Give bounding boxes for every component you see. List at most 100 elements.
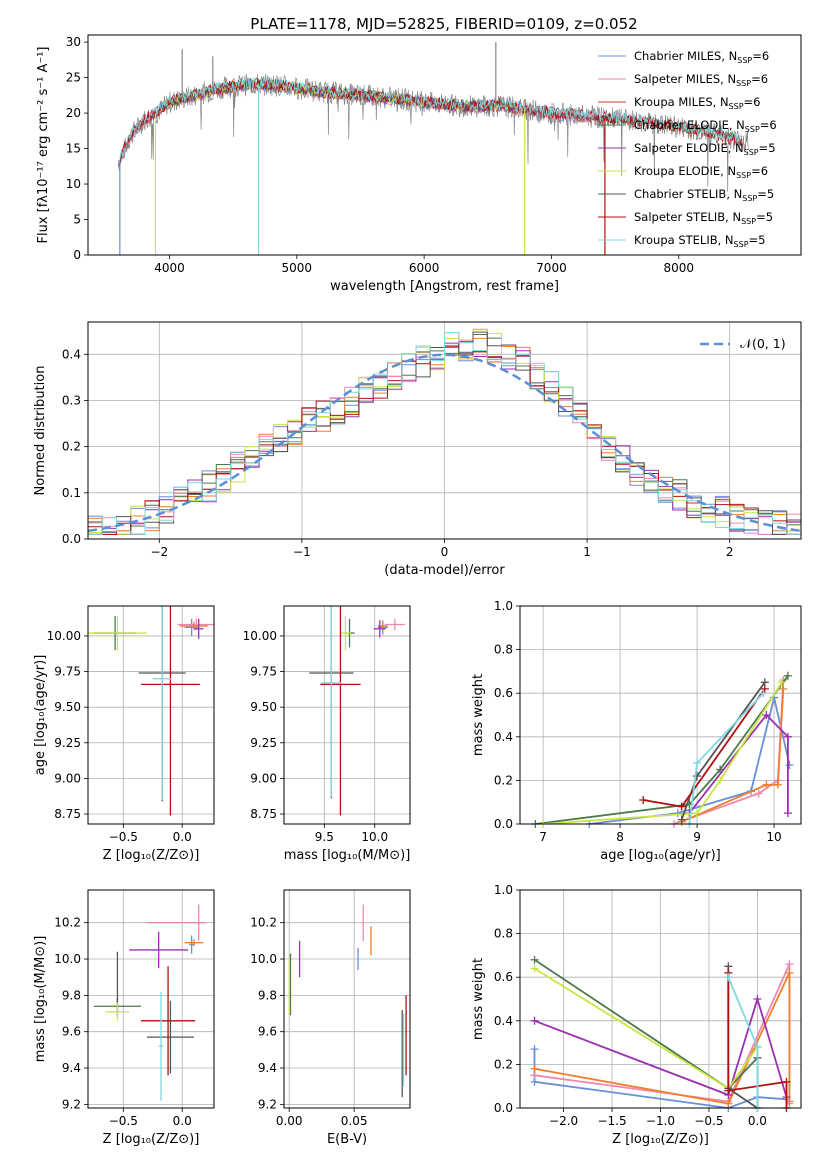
mass-vs-ebv-xtick-label: 0.00 (276, 1114, 303, 1128)
weight-vs-age-point-marker (783, 732, 792, 741)
weight-vs-age-point-marker (785, 761, 794, 770)
weight-vs-z-xtick-label: 0.0 (748, 1114, 767, 1128)
mass-vs-ebv-ytick-label: 9.8 (258, 988, 277, 1002)
age-vs-z-ytick-label: 8.75 (54, 807, 81, 821)
age-vs-z-ytick-label: 9.00 (54, 771, 81, 785)
age-vs-z-frame (87, 605, 215, 825)
weight-vs-age-point-marker (779, 684, 788, 693)
spectrum-ytick-label: 10 (66, 177, 81, 191)
weight-vs-age-point-marker (693, 809, 702, 818)
spectrum-xlabel: wavelength [Angstrom, rest frame] (330, 279, 559, 294)
age-vs-mass-ytick-label: 10.00 (243, 629, 277, 643)
weight-vs-age-series-line (535, 675, 789, 824)
age-vs-mass-xtick-label: 10.0 (361, 830, 388, 844)
weight-vs-age-ytick-label: 1.0 (494, 599, 513, 613)
age-vs-mass-ytick-label: 9.75 (250, 665, 277, 679)
residuals-legend-label: 𝒩(0, 1) (740, 336, 786, 351)
weight-vs-z-series-line (534, 995, 788, 1098)
weight-vs-z-point-marker (530, 955, 539, 964)
weight-vs-z-point-marker (530, 964, 539, 973)
weight-vs-age-xtick-label: 10 (766, 830, 781, 844)
weight-vs-age-point-marker (783, 809, 792, 818)
age-vs-z-ytick-label: 9.50 (54, 700, 81, 714)
mass-vs-ebv-ytick-label: 10.0 (250, 952, 277, 966)
mass-vs-z-ytick-label: 9.4 (62, 1061, 81, 1075)
age-vs-z-xtick-label: −0.5 (109, 830, 138, 844)
weight-vs-z-ytick-label: 0.0 (494, 1101, 513, 1115)
weight-vs-age-series-line (543, 681, 783, 824)
spectrum-xtick-label: 5000 (282, 261, 313, 275)
weight-vs-age-point-marker (760, 684, 769, 693)
weight-vs-age-ylabel: mass weight (471, 674, 486, 756)
weight-vs-z-frame (519, 889, 802, 1109)
residuals-frame (87, 321, 802, 540)
spectrum-legend-label: Chabrier ELODIE, NSSP=6 (634, 118, 777, 134)
weight-vs-age-ytick-label: 0.0 (494, 817, 513, 831)
spectrum-legend-label: Kroupa MILES, NSSP=6 (634, 95, 760, 111)
age-vs-mass-ytick-label: 8.75 (250, 807, 277, 821)
weight-vs-z-xtick-label: −1.0 (646, 1114, 675, 1128)
age-vs-z-ytick-label: 9.25 (54, 736, 81, 750)
spectrum-legend-label: Salpeter STELIB, NSSP=5 (634, 210, 773, 226)
age-vs-z-xlabel: Z [log₁₀(Z/Z⊙)] (103, 848, 200, 863)
weight-vs-age-point-marker (693, 772, 702, 781)
age-vs-z-ytick-label: 9.75 (54, 665, 81, 679)
mass-vs-ebv-ytick-label: 10.2 (250, 916, 277, 930)
weight-vs-age-point-marker (693, 758, 702, 767)
spectrum-ytick-label: 20 (66, 106, 81, 120)
weight-vs-z-ylabel: mass weight (471, 958, 486, 1040)
spectrum-legend-label: Salpeter ELODIE, NSSP=5 (634, 141, 776, 157)
residual-histogram (88, 332, 801, 535)
spectrum-ytick-label: 25 (66, 71, 81, 85)
spectrum-model-line (118, 77, 743, 165)
age-vs-mass-xtick-label: 9.5 (315, 830, 334, 844)
age-vs-mass-ytick-label: 9.50 (250, 700, 277, 714)
mass-vs-ebv-xlabel: E(B-V) (327, 1132, 367, 1147)
weight-vs-age-point-marker (673, 809, 682, 818)
weight-vs-z-ytick-label: 1.0 (494, 883, 513, 897)
spectrum-ytick-label: 15 (66, 142, 81, 156)
mass-vs-z-frame (87, 889, 215, 1109)
weight-vs-age-point-marker (639, 796, 648, 805)
age-vs-mass-ytick-label: 9.25 (250, 736, 277, 750)
residuals-xtick-label: 0 (441, 545, 449, 559)
weight-vs-age-point-marker (762, 711, 771, 719)
weight-vs-z-ytick-label: 0.6 (494, 970, 513, 984)
residuals-ytick-label: 0.4 (62, 347, 81, 361)
mass-vs-z-ytick-label: 9.2 (62, 1097, 81, 1111)
spectrum-xtick-label: 8000 (663, 261, 694, 275)
age-vs-z-xtick-label: 0.0 (173, 830, 192, 844)
mass-vs-ebv-xtick-label: 0.05 (341, 1114, 368, 1128)
weight-vs-age-ytick-label: 0.8 (494, 643, 513, 657)
weight-vs-age-xtick-label: 9 (693, 830, 701, 844)
weight-vs-z-xtick-label: −0.5 (694, 1114, 723, 1128)
mass-vs-z-ytick-label: 10.0 (54, 952, 81, 966)
weight-vs-age-xtick-label: 8 (616, 830, 624, 844)
weight-vs-age-xlabel: age [log₁₀(age/yr)] (600, 848, 721, 863)
weight-vs-z-point-marker (530, 1016, 539, 1025)
spectrum-ytick-label: 30 (66, 35, 81, 49)
age-vs-z-ytick-label: 10.00 (47, 629, 81, 643)
spectrum-ytick-label: 0 (73, 248, 81, 262)
residuals-ylabel: Normed distribution (33, 366, 48, 496)
weight-vs-z-xtick-label: −1.5 (597, 1114, 626, 1128)
weight-vs-age-ytick-label: 0.6 (494, 686, 513, 700)
spectrum-legend-label: Salpeter MILES, NSSP=6 (634, 72, 768, 88)
spectrum-legend-label: Chabrier STELIB, NSSP=5 (634, 187, 774, 203)
residuals-xtick-label: −1 (293, 545, 311, 559)
residuals-xlabel: (data-model)/error (384, 563, 505, 578)
mass-vs-z-xlabel: Z [log₁₀(Z/Z⊙)] (103, 1132, 200, 1147)
residuals-ytick-label: 0.1 (62, 486, 81, 500)
weight-vs-age-point-marker (759, 689, 768, 698)
mass-vs-ebv-frame (283, 889, 411, 1109)
weight-vs-z-ytick-label: 0.2 (494, 1057, 513, 1071)
weight-vs-z-point-marker (753, 995, 762, 1003)
weight-vs-age-point-marker (677, 802, 686, 811)
residuals-ytick-label: 0.3 (62, 393, 81, 407)
weight-vs-z-ytick-label: 0.4 (494, 1014, 513, 1028)
weight-vs-age-point-marker (777, 678, 786, 687)
spectrum-xtick-label: 6000 (409, 261, 440, 275)
spectrum-frame (87, 34, 802, 256)
weight-vs-z-point-marker (782, 1077, 791, 1086)
